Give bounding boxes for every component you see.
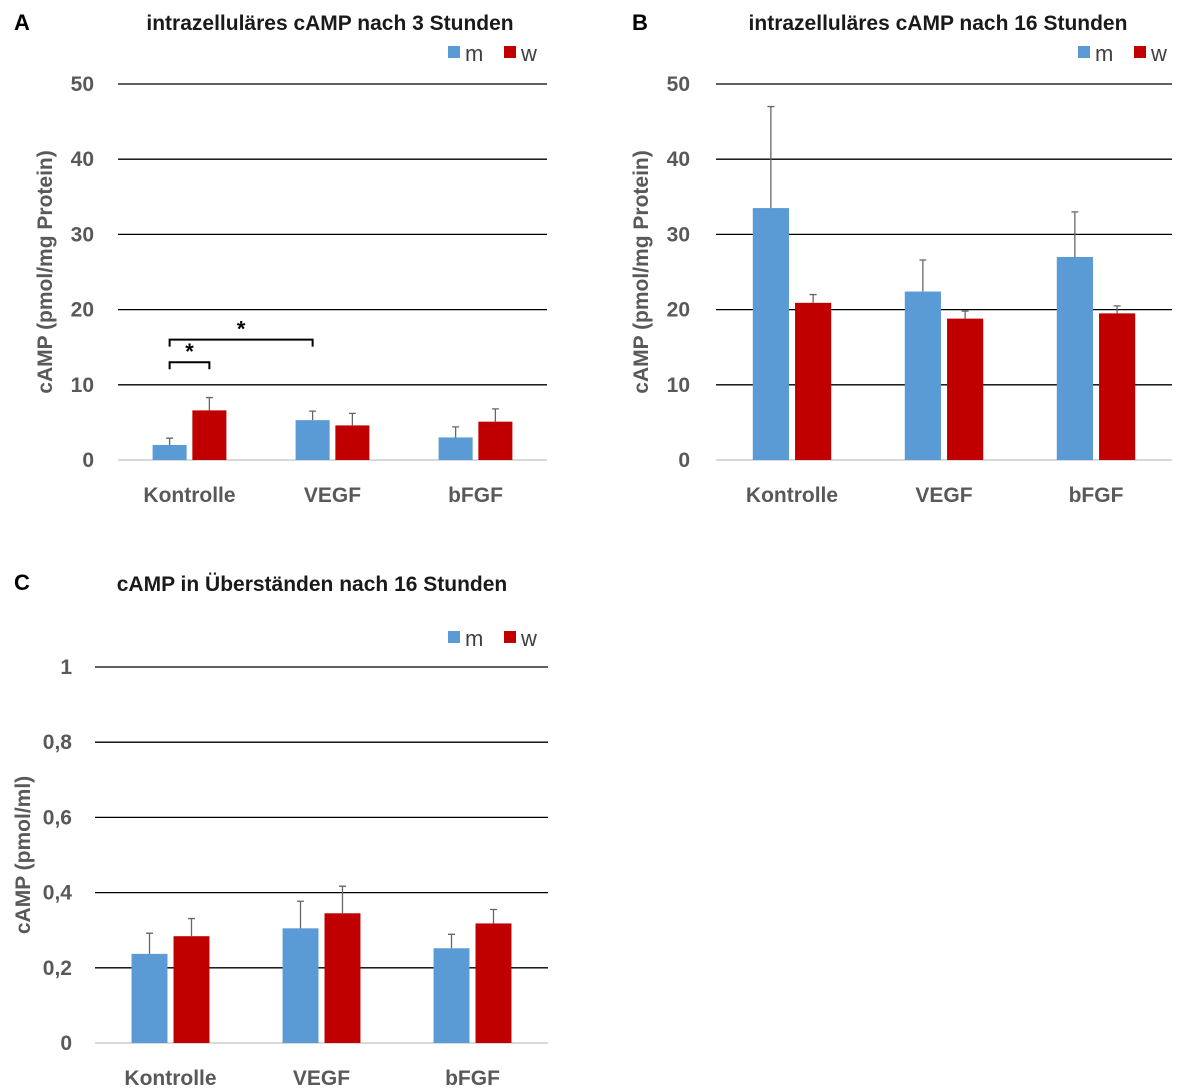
chart-b-title: intrazelluläres cAMP nach 16 Stunden	[749, 12, 1128, 35]
chart-c-y-tick-label: 0	[60, 1032, 72, 1055]
chart-b-y-tick-label: 40	[667, 148, 690, 171]
chart-a-error-bar	[349, 413, 356, 425]
chart-c-y-tick-label: 0,8	[43, 731, 73, 754]
chart-b-bar-m	[1057, 257, 1093, 460]
chart-c-legend-label-w: w	[520, 626, 537, 651]
chart-a-y-axis-label: cAMP (pmol/mg Protein)	[34, 150, 57, 393]
chart-a-y-tick-label: 0	[82, 449, 94, 472]
chart-c-y-tick-label: 0,4	[43, 882, 73, 905]
chart-a-bar-m	[153, 445, 187, 460]
chart-c-legend-swatch-w	[504, 631, 516, 643]
chart-a-significance-star: *	[185, 339, 194, 364]
chart-a-bar-m	[439, 437, 473, 460]
chart-c-bar-w	[325, 913, 361, 1043]
chart-c-error-bar	[188, 919, 195, 937]
chart-c-error-bar	[448, 934, 455, 948]
chart-c-error-bar	[297, 901, 304, 928]
chart-a-bar-w	[192, 410, 226, 460]
chart-a-legend-label-w: w	[520, 41, 537, 66]
chart-a-legend-swatch-w	[504, 46, 516, 58]
chart-b-bar-m	[753, 208, 789, 460]
chart-a-y-tick-label: 10	[71, 374, 94, 397]
chart-a-panel-letter: A	[14, 10, 30, 35]
chart-c-y-axis-label: cAMP (pmol/ml)	[12, 776, 35, 934]
chart-c-y-tick-label: 0,6	[43, 806, 72, 829]
chart-c-legend-swatch-m	[448, 631, 460, 643]
chart-b-y-tick-label: 0	[678, 449, 690, 472]
chart-a-y-tick-label: 20	[71, 299, 94, 322]
chart-c-error-bar	[146, 933, 153, 954]
chart-a-legend-swatch-m	[448, 46, 460, 58]
chart-b-category-label: bFGF	[1069, 484, 1124, 507]
chart-b-bar-w	[947, 319, 983, 460]
chart-b-legend-label-w: w	[1150, 41, 1167, 66]
chart-b-error-bar	[962, 311, 969, 319]
chart-a-error-bar	[492, 409, 499, 422]
chart-c-legend-label-m: m	[465, 626, 483, 651]
chart-b-y-axis-label: cAMP (pmol/mg Protein)	[630, 150, 653, 393]
chart-b-y-tick-label: 20	[667, 299, 690, 322]
chart-a-category-label: bFGF	[448, 484, 503, 507]
chart-b-error-bar	[767, 107, 774, 209]
chart-b-y-tick-label: 10	[667, 374, 690, 397]
chart-a-bar-w	[478, 422, 512, 460]
chart-b-y-tick-label: 50	[667, 73, 690, 96]
chart-c-bar-m	[132, 954, 168, 1043]
chart-b-bar-w	[795, 303, 831, 460]
chart-b-legend-label-m: m	[1095, 41, 1113, 66]
chart-a-y-tick-label: 40	[71, 148, 94, 171]
chart-b-y-tick-label: 30	[667, 223, 690, 246]
chart-b-category-label: Kontrolle	[746, 484, 838, 507]
chart-a-legend-label-m: m	[465, 41, 483, 66]
chart-c-bar-w	[174, 936, 210, 1043]
chart-a-error-bar	[206, 398, 213, 411]
chart-c-bar-w	[476, 923, 512, 1043]
chart-c-category-label: VEGF	[293, 1067, 350, 1088]
chart-c-bar-m	[283, 928, 319, 1043]
chart-c-panel-letter: C	[14, 570, 30, 595]
chart-a-error-bar	[452, 427, 459, 438]
chart-c-error-bar	[490, 910, 497, 924]
chart-a-error-bar	[166, 438, 173, 445]
chart-a-category-label: Kontrolle	[143, 484, 235, 507]
chart-c-bar-m	[434, 948, 470, 1043]
chart-a-bar-m	[296, 420, 330, 460]
chart-c-error-bar	[339, 886, 346, 913]
chart-b-error-bar	[919, 260, 926, 292]
chart-c-category-label: Kontrolle	[124, 1067, 216, 1088]
chart-c-y-tick-label: 0,2	[43, 957, 72, 980]
chart-b-legend-swatch-m	[1078, 46, 1090, 58]
chart-a-category-label: VEGF	[304, 484, 361, 507]
chart-b-legend-swatch-w	[1134, 46, 1146, 58]
chart-b-bar-m	[905, 292, 941, 460]
chart-b-category-label: VEGF	[915, 484, 972, 507]
chart-c-title: cAMP in Überständen nach 16 Stunden	[117, 573, 508, 596]
chart-a-error-bar	[309, 411, 316, 420]
chart-b-error-bar	[810, 295, 817, 303]
chart-a-title: intrazelluläres cAMP nach 3 Stunden	[146, 12, 513, 35]
chart-c-category-label: bFGF	[445, 1067, 500, 1088]
chart-b-panel-letter: B	[632, 10, 648, 35]
chart-a-bar-w	[335, 425, 369, 460]
chart-c-y-tick-label: 1	[60, 656, 72, 679]
chart-a-significance-star: *	[237, 317, 246, 342]
chart-a-y-tick-label: 50	[71, 73, 94, 96]
chart-a-y-tick-label: 30	[71, 223, 94, 246]
chart-b-bar-w	[1099, 313, 1135, 460]
